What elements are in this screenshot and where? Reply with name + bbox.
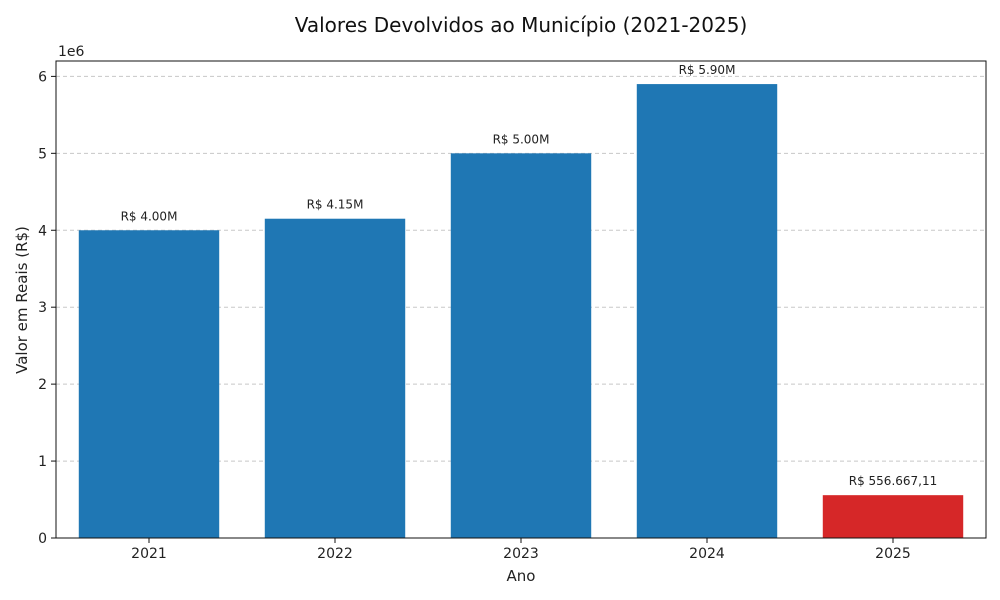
bar-2025 <box>822 495 964 538</box>
y-tick-label: 3 <box>38 300 47 316</box>
bar-value-label-2021: R$ 4.00M <box>121 209 178 223</box>
x-tick-label-2021: 2021 <box>131 546 167 562</box>
x-axis-label: Ano <box>507 567 536 585</box>
bar-2024 <box>636 84 778 539</box>
y-axis-ticks: 0 1 2 3 4 5 6 <box>38 69 56 547</box>
x-tick-label-2022: 2022 <box>317 546 353 562</box>
y-axis-offset-label: 1e6 <box>58 44 85 60</box>
y-tick-label: 1 <box>38 454 47 470</box>
y-tick-label: 4 <box>38 223 47 239</box>
y-tick-label: 0 <box>38 531 47 547</box>
bar-value-label-2023: R$ 5.00M <box>493 132 550 146</box>
bar-value-label-2022: R$ 4.15M <box>307 198 364 212</box>
y-tick-label: 2 <box>38 377 47 393</box>
chart-title: Valores Devolvidos ao Município (2021-20… <box>295 13 748 37</box>
bar-value-label-2024: R$ 5.90M <box>679 63 736 77</box>
y-tick-label: 6 <box>38 69 47 85</box>
y-axis-label: Valor em Reais (R$) <box>13 226 31 374</box>
x-axis-ticks: 2021 2022 2023 2024 2025 <box>131 538 911 562</box>
bar-2021 <box>78 230 220 539</box>
x-tick-label-2025: 2025 <box>875 546 911 562</box>
bar-value-labels: R$ 4.00M R$ 4.15M R$ 5.00M R$ 5.90M R$ 556.6… <box>121 63 938 488</box>
bar-2023 <box>450 153 592 539</box>
y-tick-label: 5 <box>38 146 47 162</box>
x-tick-label-2024: 2024 <box>689 546 725 562</box>
bar-2022 <box>264 218 406 538</box>
x-tick-label-2023: 2023 <box>503 546 539 562</box>
bars <box>78 84 964 539</box>
bar-value-label-2025: R$ 556.667,11 <box>849 474 938 488</box>
